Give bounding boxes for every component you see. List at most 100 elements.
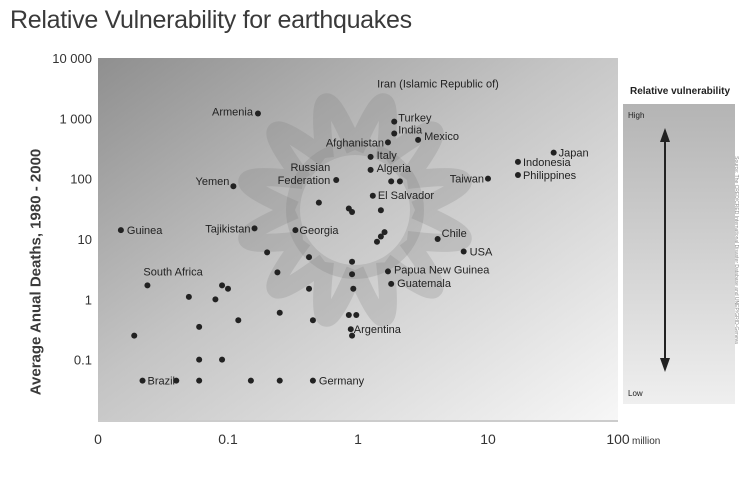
data-point [345,311,352,318]
legend-arrow-up [660,128,670,142]
data-point [306,254,313,261]
point-label: Turkey [398,113,432,125]
data-point [369,192,376,199]
data-point [276,377,283,384]
data-point [306,285,313,292]
x-tick-label: 0.1 [218,431,238,447]
data-point [333,177,340,184]
legend-gradient-bar [623,104,735,404]
point-label: Guatemala [397,278,452,290]
data-point [315,199,322,206]
y-tick-label: 1 000 [59,111,92,126]
x-tick-label: 0 [94,431,102,447]
data-point [276,309,283,316]
data-point [350,285,357,292]
point-label: Indonesia [523,157,572,169]
x-tick-label: 10 [480,431,496,447]
x-tick-label: 1 [354,431,362,447]
watermark-emblem [238,93,472,327]
data-point [251,225,258,232]
x-tick-label: 100 [606,431,630,447]
data-point [349,332,356,339]
data-point [254,110,261,117]
data-point [377,207,384,214]
point-label: Philippines [523,170,577,182]
data-point [384,268,391,275]
point-label: Papua New Guinea [394,264,490,276]
data-point [388,280,395,287]
point-label: Afghanistan [326,137,384,149]
point-label: Chile [442,228,467,240]
data-point [514,158,521,165]
data-point [196,356,203,363]
data-point [353,311,360,318]
point-label: USA [470,247,493,259]
point-label: Argentina [354,324,402,336]
source-note: Source: The CRED/CRED International Disa… [733,156,739,344]
data-point [264,249,271,256]
data-point [235,317,242,324]
data-point [212,296,219,303]
data-point [367,166,374,173]
data-point [381,229,388,236]
point-label: Yemen [196,176,230,188]
point-label: Mexico [424,131,459,143]
data-point [349,258,356,265]
point-label: Armenia [212,107,254,119]
data-point [131,332,138,339]
data-point [309,317,316,324]
plot-background [98,58,618,420]
data-point [274,269,281,276]
point-label: Germany [319,376,365,388]
point-label: Japan [559,148,589,160]
data-point [247,377,254,384]
data-point [391,130,398,137]
point-label: Russian [290,162,330,174]
legend-title: Relative vulnerability [630,86,730,97]
point-label: El Salvador [378,190,435,202]
y-tick-label: 100 [70,172,92,187]
data-point [196,323,203,330]
point-label: Iran (Islamic Republic of) [377,78,499,90]
point-label: Tajikistan [205,223,250,235]
point-label: Taiwan [450,174,484,186]
data-point [117,227,124,234]
point-label: Georgia [299,225,339,237]
data-point [377,233,384,240]
y-tick-label: 10 000 [52,51,92,66]
data-point [292,227,299,234]
data-point [367,153,374,160]
data-point [139,377,146,384]
legend-arrow-down [660,358,670,372]
data-point [384,139,391,146]
data-point [196,377,203,384]
data-point [434,236,441,242]
point-label: Italy [377,150,398,162]
data-point [396,178,403,185]
data-point [309,377,316,384]
data-point [144,282,151,289]
point-label: Algeria [377,163,412,175]
data-point [349,271,356,278]
data-point [219,282,226,289]
data-point [514,172,521,179]
point-label: Guinea [127,225,163,237]
data-point [225,285,231,292]
data-point [347,326,354,333]
data-point [349,209,356,216]
data-point [173,377,180,384]
point-label: Brazil [148,376,176,388]
data-point [550,149,557,156]
legend-high-label: High [628,111,644,120]
point-label: India [398,125,423,137]
data-point [388,178,395,185]
watermark-ring [286,141,424,279]
point-label: South Africa [143,266,203,278]
y-tick-label: 1 [85,292,92,307]
data-point [219,356,226,363]
chart-title: Relative Vulnerability for earthquakes [10,6,412,34]
data-point [485,175,491,182]
x-axis-unit: million [632,436,660,447]
